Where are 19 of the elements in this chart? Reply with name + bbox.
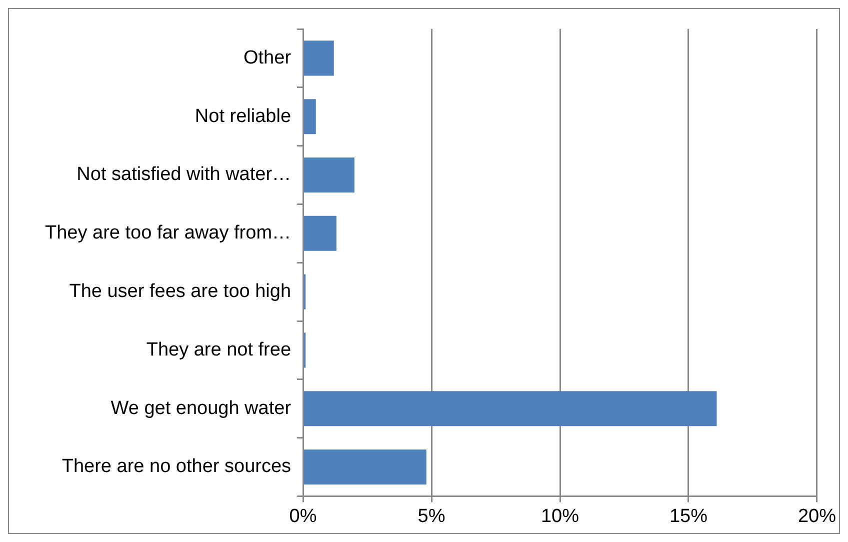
- y-tick-label: We get enough water: [110, 398, 292, 419]
- y-tick-label: Not reliable: [194, 106, 292, 127]
- y-tick-label: Other: [244, 47, 292, 68]
- y-tick-label: Not satisfied with water…: [76, 164, 292, 186]
- bar: [304, 157, 354, 193]
- bar: [304, 216, 336, 251]
- y-tick-label: They are too far away from…: [44, 222, 292, 244]
- bar: [304, 40, 334, 76]
- y-tick-label: They are not free: [146, 339, 292, 360]
- x-tick-label: 10%: [540, 506, 580, 527]
- x-tick-label: 0%: [289, 506, 317, 527]
- y-tick-label: The user fees are too high: [69, 281, 292, 302]
- y-tick-label: There are no other sources: [62, 456, 292, 478]
- bar: [304, 99, 316, 134]
- bar: [304, 391, 717, 426]
- bar: [304, 449, 426, 485]
- x-tick-label: 15%: [669, 506, 708, 527]
- x-tick-label: 20%: [798, 506, 836, 527]
- x-tick-label: 5%: [418, 506, 446, 527]
